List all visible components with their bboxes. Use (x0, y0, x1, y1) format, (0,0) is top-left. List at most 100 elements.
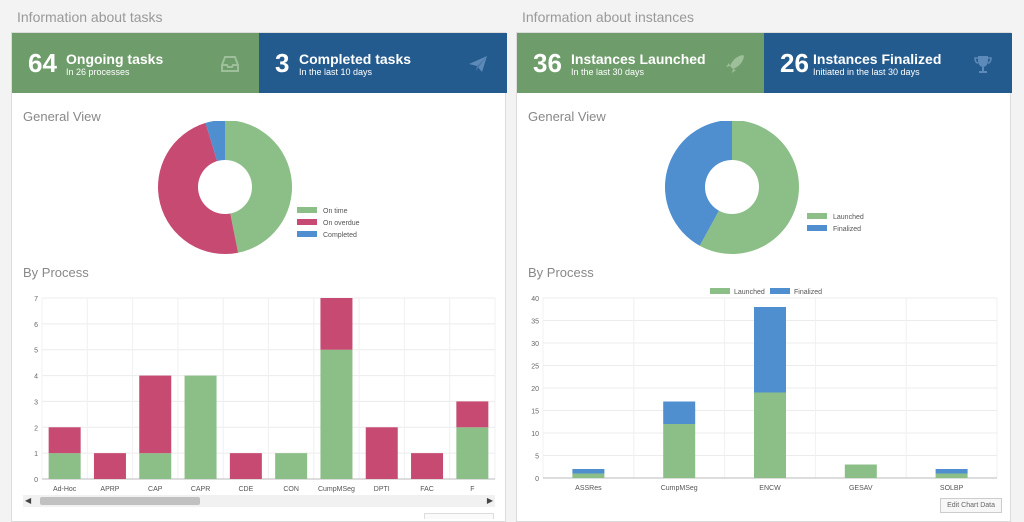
y-tick-label-5: 5 (34, 348, 38, 355)
y-tick-label-40: 40 (531, 296, 539, 303)
x-tick-label-capr: CAPR (191, 486, 210, 493)
edit-chart-data-label: Edit Chart Data (947, 502, 995, 509)
instances-finalized-tile[interactable]: 26 Instances Finalized Initiated in the … (764, 33, 1012, 93)
instances-general-view-title: General View (528, 109, 606, 124)
instances-launched-subtitle: In the last 30 days (571, 67, 645, 77)
tasks-section-title: Information about tasks (17, 9, 163, 25)
scrollbar-thumb[interactable] (40, 497, 200, 505)
instances-launched-title: Instances Launched (571, 51, 706, 67)
legend-swatch-launched (807, 213, 827, 219)
y-tick-label-6: 6 (34, 322, 38, 329)
bar-assres-series-0 (572, 473, 605, 478)
x-tick-label-f: F (470, 486, 474, 493)
x-tick-label-fac: FAC (420, 486, 434, 493)
y-tick-label-25: 25 (531, 364, 539, 371)
bar-solbp-series-1 (935, 469, 968, 474)
x-tick-label-cumpmseg: CumpMSeg (318, 486, 355, 493)
bar-encw-series-0 (754, 392, 786, 478)
bar-dpti-series-1 (365, 427, 398, 479)
bar-fac-series-1 (411, 453, 444, 479)
y-tick-label-0: 0 (34, 477, 38, 484)
legend-label-launched: Launched (833, 214, 864, 221)
instances-by-process-title: By Process (528, 265, 594, 280)
legend-swatch-finalized (807, 225, 827, 231)
y-tick-label-35: 35 (531, 319, 539, 326)
y-tick-label-1: 1 (34, 451, 38, 458)
y-tick-label-10: 10 (531, 431, 539, 438)
legend-label-finalized: Finalized (794, 289, 822, 296)
legend-swatch-on-time (297, 207, 317, 213)
completed-tasks-tile[interactable]: 3 Completed tasks In the last 10 days (259, 33, 507, 93)
tasks-column: Information about tasks 64 Ongoing tasks… (11, 0, 507, 522)
x-tick-label-cumpmseg: CumpMSeg (661, 485, 698, 492)
trophy-icon (974, 56, 992, 73)
legend-swatch-completed (297, 231, 317, 237)
chart-tab-stub (424, 513, 494, 519)
rocket-icon (726, 55, 744, 73)
bar-cumpmseg-series-0 (320, 349, 353, 479)
instances-launched-count: 36 (533, 48, 562, 78)
instances-section-title: Information about instances (522, 9, 694, 25)
bar-f-series-0 (456, 427, 489, 479)
x-tick-label-gesav: GESAV (849, 485, 873, 492)
y-tick-label-15: 15 (531, 409, 539, 416)
legend-label-completed: Completed (323, 232, 357, 239)
tasks-card: 64 Ongoing tasks In 26 processes 3 Compl… (11, 32, 507, 522)
x-tick-label-encw: ENCW (759, 485, 781, 492)
legend-label-on-overdue: On overdue (323, 220, 360, 227)
bar-cumpmseg-series-0 (663, 424, 696, 478)
y-tick-label-7: 7 (34, 296, 38, 303)
instances-finalized-title: Instances Finalized (813, 51, 942, 67)
ongoing-tasks-subtitle: In 26 processes (66, 67, 130, 77)
ongoing-tasks-tile[interactable]: 64 Ongoing tasks In 26 processes (12, 33, 259, 93)
edit-chart-data-button[interactable]: Edit Chart Data (940, 498, 1002, 513)
ongoing-tasks-count: 64 (28, 48, 57, 78)
bar-cap-series-1 (139, 375, 172, 454)
legend-swatch-finalized (770, 288, 790, 294)
instances-bar-chart: 0 5 10 15 20 25 30 35 40 ASSRes CumpMSeg ENCW GESAV S… (531, 288, 998, 492)
x-tick-label-aprp: APRP (100, 486, 119, 493)
bar-solbp-series-0 (935, 473, 968, 478)
x-tick-label-con: CON (283, 486, 299, 493)
instances-card: 36 Instances Launched In the last 30 day… (516, 32, 1012, 522)
bar-aprp-series-1 (93, 453, 126, 479)
bar-cumpmseg-series-1 (320, 298, 353, 350)
x-tick-label-solbp: SOLBP (940, 485, 964, 492)
pie-slice-finalized (665, 121, 732, 246)
instances-finalized-count: 26 (780, 48, 809, 78)
y-tick-label-5: 5 (535, 454, 539, 461)
instances-pie-chart: Launched Finalized (665, 121, 864, 254)
tasks-bar-chart: 0 1 2 3 4 5 6 7 Ad-Hoc APRP CAP CAPR CDE CON CumpMSeg D… (34, 296, 496, 493)
legend-label-finalized: Finalized (833, 226, 861, 233)
instances-launched-tile[interactable]: 36 Instances Launched In the last 30 day… (517, 33, 764, 93)
legend-label-on-time: On time (323, 208, 348, 215)
instances-finalized-subtitle: Initiated in the last 30 days (813, 67, 920, 77)
tasks-pie-chart: On time On overdue Completed (158, 121, 360, 254)
y-tick-label-2: 2 (34, 425, 38, 432)
inbox-icon (221, 56, 239, 72)
bar-cap-series-0 (139, 453, 172, 479)
x-tick-label-cap: CAP (148, 486, 163, 493)
tasks-by-process-title: By Process (23, 265, 89, 280)
x-tick-label-ad-hoc: Ad-Hoc (53, 486, 77, 493)
bar-ad-hoc-series-0 (48, 453, 81, 479)
pie-slice-on-overdue (158, 122, 239, 254)
scroll-left-icon[interactable]: ◀ (25, 496, 32, 505)
tasks-general-view-title: General View (23, 109, 101, 124)
scroll-right-icon[interactable]: ▶ (486, 496, 493, 505)
bar-cumpmseg-series-1 (663, 401, 696, 424)
y-tick-label-3: 3 (34, 399, 38, 406)
legend-swatch-on-overdue (297, 219, 317, 225)
chart-horizontal-scrollbar[interactable]: ◀ ▶ (23, 495, 495, 507)
y-tick-label-0: 0 (535, 476, 539, 483)
bar-encw-series-1 (754, 307, 786, 393)
completed-tasks-title: Completed tasks (299, 51, 412, 67)
y-tick-label-4: 4 (34, 374, 38, 381)
paper-plane-icon (469, 56, 487, 72)
y-tick-label-20: 20 (531, 386, 539, 393)
bar-con-series-0 (275, 453, 308, 479)
completed-tasks-count: 3 (275, 48, 290, 78)
x-tick-label-cde: CDE (238, 486, 253, 493)
bar-capr-series-0 (184, 375, 217, 479)
bar-assres-series-1 (572, 469, 605, 474)
